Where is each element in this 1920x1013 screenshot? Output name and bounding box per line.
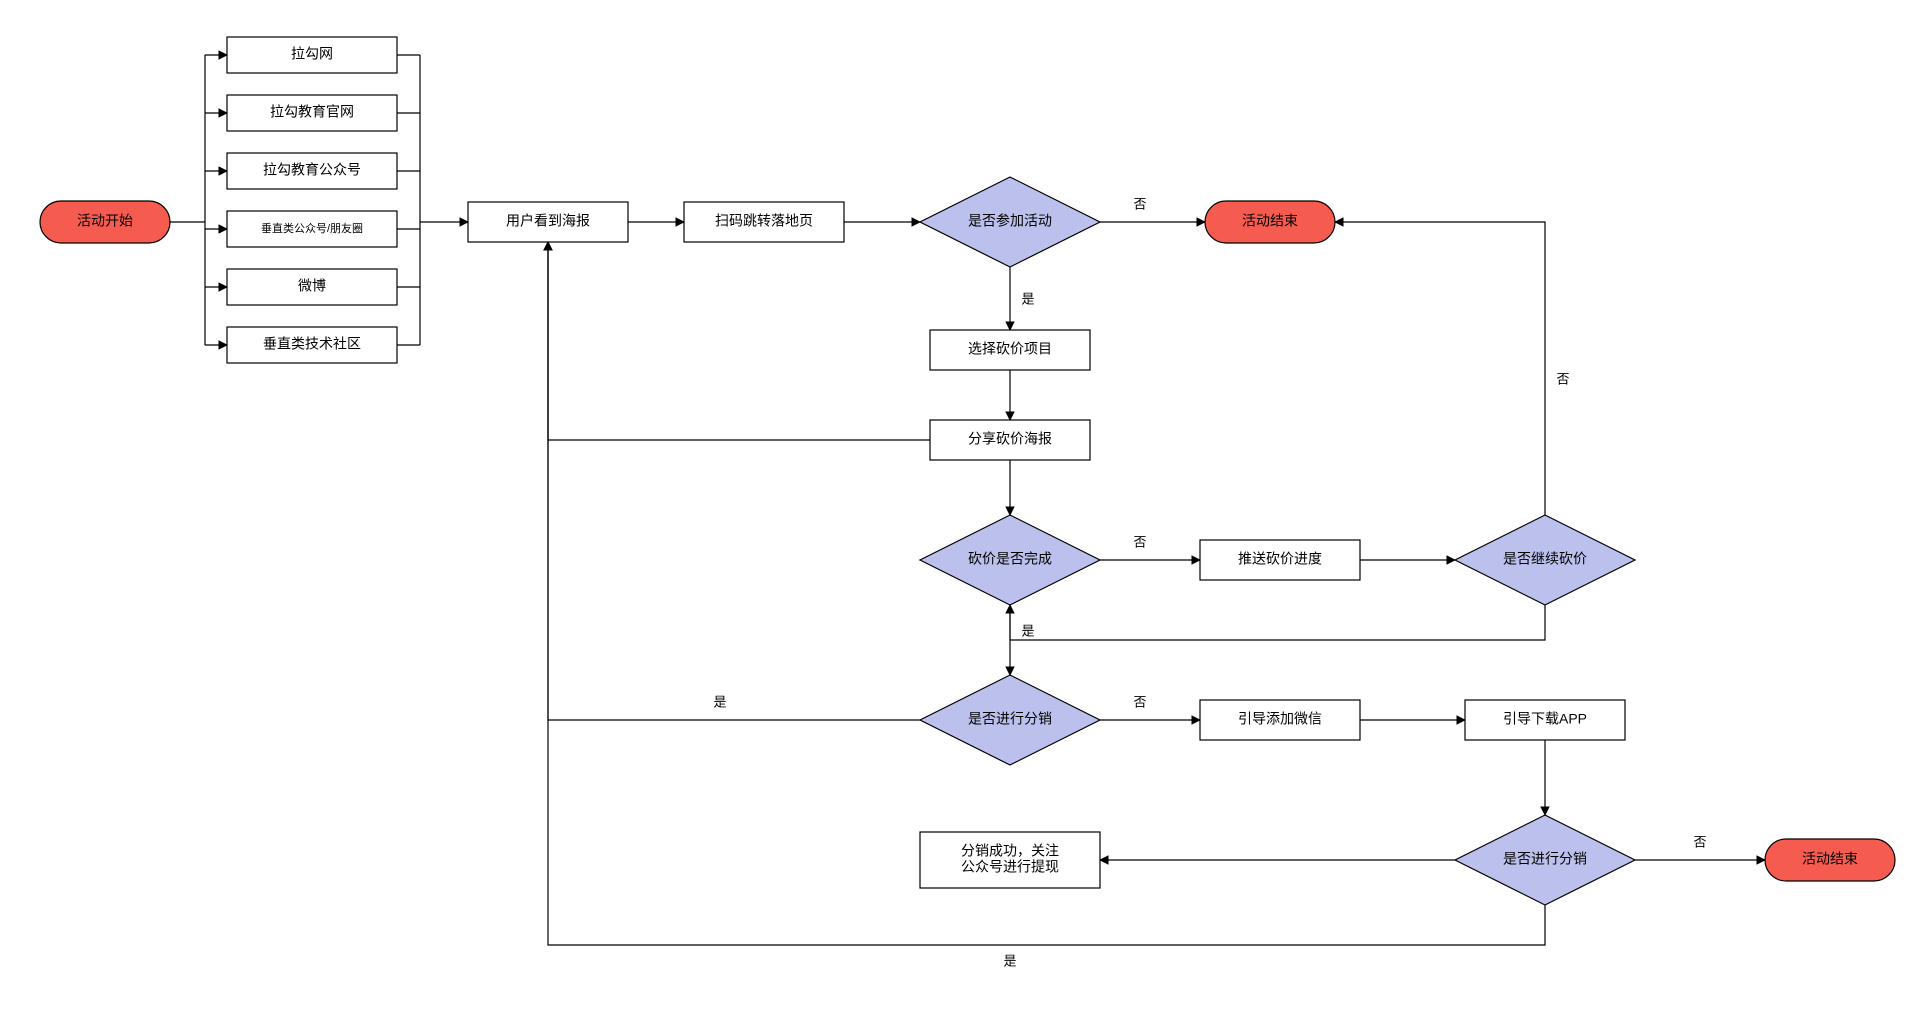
node-dist_dec1: 是否进行分销: [920, 675, 1100, 765]
svg-text:选择砍价项目: 选择砍价项目: [968, 341, 1052, 357]
svg-text:是否进行分销: 是否进行分销: [968, 711, 1052, 727]
svg-text:拉勾教育公众号: 拉勾教育公众号: [263, 162, 361, 178]
svg-text:垂直类技术社区: 垂直类技术社区: [263, 336, 361, 352]
svg-text:公众号进行提现: 公众号进行提现: [961, 859, 1059, 875]
node-continue_dec: 是否继续砍价: [1455, 515, 1635, 605]
svg-text:推送砍价进度: 推送砍价进度: [1238, 551, 1322, 567]
node-add_wechat: 引导添加微信: [1200, 700, 1360, 740]
node-join_dec: 是否参加活动: [920, 177, 1100, 267]
node-see_poster: 用户看到海报: [468, 202, 628, 242]
edge-25: [1335, 222, 1545, 515]
edge-label-25: 否: [1556, 371, 1569, 386]
node-dist_dec2: 是否进行分销: [1455, 815, 1635, 905]
svg-text:活动结束: 活动结束: [1242, 213, 1298, 229]
node-scan: 扫码跳转落地页: [684, 202, 844, 242]
node-push_prog: 推送砍价进度: [1200, 540, 1360, 580]
svg-text:是否进行分销: 是否进行分销: [1503, 851, 1587, 867]
svg-text:引导添加微信: 引导添加微信: [1238, 711, 1322, 727]
svg-text:活动结束: 活动结束: [1802, 851, 1858, 867]
edge-label-31: 是: [713, 694, 726, 709]
node-ch6: 垂直类技术社区: [227, 327, 397, 363]
svg-text:拉勾教育官网: 拉勾教育官网: [270, 104, 354, 120]
node-ch4: 垂直类公众号/朋友圈: [227, 211, 397, 247]
edge-label-19: 是: [1021, 291, 1034, 306]
flowchart-canvas: 否是否否是否是否是活动开始拉勾网拉勾教育官网拉勾教育公众号垂直类公众号/朋友圈微…: [0, 0, 1920, 1013]
svg-text:是否参加活动: 是否参加活动: [968, 213, 1052, 229]
svg-text:引导下载APP: 引导下载APP: [1503, 711, 1587, 727]
svg-text:扫码跳转落地页: 扫码跳转落地页: [715, 213, 813, 229]
svg-text:砍价是否完成: 砍价是否完成: [968, 551, 1052, 567]
node-complete_dec: 砍价是否完成: [920, 515, 1100, 605]
svg-text:拉勾网: 拉勾网: [291, 46, 333, 62]
edge-26: [1010, 605, 1545, 640]
node-end1: 活动结束: [1205, 201, 1335, 243]
node-end2: 活动结束: [1765, 839, 1895, 881]
node-share_poster: 分享砍价海报: [930, 420, 1090, 460]
svg-text:用户看到海报: 用户看到海报: [506, 213, 590, 229]
svg-text:是否继续砍价: 是否继续砍价: [1503, 551, 1587, 567]
edge-31: [548, 242, 920, 720]
edge-label-18: 否: [1133, 196, 1146, 211]
nodes-layer: 活动开始 拉勾网拉勾教育官网拉勾教育公众号垂直类公众号/朋友圈微博垂直类技术社区 用…: [40, 37, 1895, 905]
node-start: 活动开始: [40, 201, 170, 243]
svg-text:分享砍价海报: 分享砍价海报: [968, 431, 1052, 447]
edge-22: [548, 242, 930, 440]
svg-text:活动开始: 活动开始: [77, 213, 133, 229]
node-ch3: 拉勾教育公众号: [227, 153, 397, 189]
node-choose_item: 选择砍价项目: [930, 330, 1090, 370]
svg-text:垂直类公众号/朋友圈: 垂直类公众号/朋友圈: [261, 221, 363, 235]
edge-label-28: 否: [1133, 694, 1146, 709]
edge-label-27: 是: [1021, 623, 1034, 638]
edge-label-34: 是: [1003, 953, 1016, 968]
edge-label-23: 否: [1133, 534, 1146, 549]
node-ch5: 微博: [227, 269, 397, 305]
svg-text:微博: 微博: [298, 278, 326, 294]
node-ch2: 拉勾教育官网: [227, 95, 397, 131]
node-dl_app: 引导下载APP: [1465, 700, 1625, 740]
node-ch1: 拉勾网: [227, 37, 397, 73]
edge-label-33: 否: [1693, 834, 1706, 849]
node-dist_success: 分销成功，关注公众号进行提现: [920, 832, 1100, 888]
svg-text:分销成功，关注: 分销成功，关注: [961, 843, 1059, 859]
